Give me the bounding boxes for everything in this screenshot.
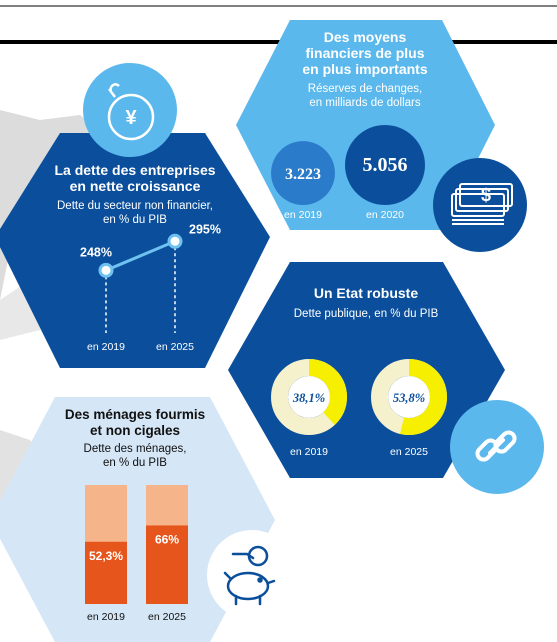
public-debt-donuts: 38,1% en 2019 53,8% en 2025 xyxy=(271,359,447,458)
reserve-value-label-0: 3.223 xyxy=(285,166,321,183)
panel-entreprises-title-line-2: en nette croissance xyxy=(70,178,201,194)
donut-slice-0 xyxy=(308,359,347,425)
donut-category-label-1: en 2025 xyxy=(390,446,428,458)
donut-slice-1 xyxy=(400,359,447,435)
reserve-circle-0 xyxy=(271,141,335,205)
panel-menages-hexagon xyxy=(0,397,275,642)
debt-category-label-1: en 2025 xyxy=(156,341,194,353)
donut-category-label-0: en 2019 xyxy=(290,446,328,458)
debt-point-1 xyxy=(167,233,183,249)
reserve-circles: 3.223 en 2019 5.056 en 2020 xyxy=(271,125,425,221)
panel-entreprises-hexagon xyxy=(0,133,270,368)
reserve-circle-1 xyxy=(345,125,425,205)
svg-text:¥: ¥ xyxy=(125,107,137,129)
debt-category-label-0: en 2019 xyxy=(87,341,125,353)
donut-value-label-0: 38,1% xyxy=(292,391,325,405)
debt-line-series xyxy=(105,239,176,272)
money-stack-icon: $ xyxy=(451,183,513,225)
panel-reserves-subtitle-line-1: Réserves de changes, xyxy=(308,83,422,95)
panel-entreprises: ¥ La dette des entreprises en nette croi… xyxy=(0,63,270,368)
panel-etat: Un Etat robuste Dette publique, en % du … xyxy=(228,262,544,494)
donut-hole-0 xyxy=(288,376,330,418)
panel-etat-subtitle: Dette publique, en % du PIB xyxy=(294,308,439,320)
panel-entreprises-subtitle-line-1: Dette du secteur non financier, xyxy=(57,200,213,212)
bomb-circle xyxy=(83,63,177,157)
panel-entreprises-subtitle-line-2: en % du PIB xyxy=(103,214,167,226)
panel-menages-subtitle-line-2: en % du PIB xyxy=(103,457,167,469)
panel-reserves-title-line-1: Des moyens xyxy=(324,29,407,45)
panel-menages-title-line-2: et non cigales xyxy=(90,423,180,438)
panel-etat-title: Un Etat robuste xyxy=(314,285,418,301)
reserve-category-label-0: en 2019 xyxy=(284,209,322,221)
piggy-circle xyxy=(207,530,297,620)
debt-value-label-1: 295% xyxy=(189,222,221,236)
svg-text:$: $ xyxy=(481,185,491,205)
panel-reserves: Des moyens financiers de plus en plus im… xyxy=(236,20,527,252)
panel-reserves-title-line-2: financiers de plus xyxy=(305,45,424,61)
household-category-label-1: en 2025 xyxy=(148,611,186,623)
panel-menages: Des ménages fourmis et non cigales Dette… xyxy=(0,397,297,642)
donut-value-label-1: 53,8% xyxy=(393,391,425,405)
panel-entreprises-title-line-1: La dette des entreprises xyxy=(54,162,215,178)
yuan-bomb-icon: ¥ xyxy=(107,83,155,141)
household-bars: 52,3% en 2019 66% en 2025 xyxy=(85,485,188,623)
household-value-label-0: 52,3% xyxy=(89,549,123,563)
panel-menages-subtitle-line-1: Dette des ménages, xyxy=(84,443,187,455)
debt-value-label-0: 248% xyxy=(80,245,112,259)
panel-reserves-subtitle-line-2: en milliards de dollars xyxy=(309,97,420,109)
debt-line-chart: 248% en 2019 295% en 2025 xyxy=(80,222,221,353)
panel-reserves-title-line-3: en plus importants xyxy=(302,61,427,77)
household-value-label-1: 66% xyxy=(155,532,179,546)
donut-hole-1 xyxy=(388,376,430,418)
household-bar-1 xyxy=(146,525,188,604)
piggy-bank-icon xyxy=(223,545,276,606)
reserve-value-label-1: 5.056 xyxy=(363,154,408,176)
household-bar-0 xyxy=(85,541,127,604)
panel-menages-title-line-1: Des ménages fourmis xyxy=(65,407,205,422)
link-icon xyxy=(475,430,517,462)
reserve-category-label-1: en 2020 xyxy=(366,209,404,221)
household-category-label-0: en 2019 xyxy=(87,611,125,623)
debt-point-0 xyxy=(98,262,114,278)
